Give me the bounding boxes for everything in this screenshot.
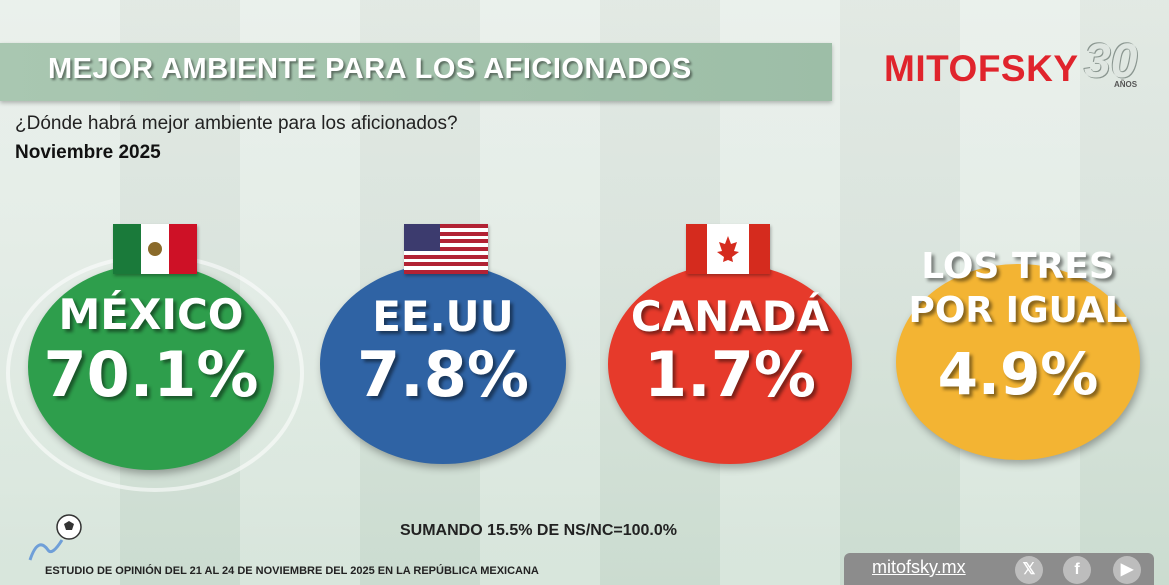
canada-label: CANADÁ: [630, 292, 830, 341]
facebook-icon[interactable]: f: [1063, 556, 1091, 584]
title-band: [0, 43, 832, 101]
youtube-icon[interactable]: ▶: [1113, 556, 1141, 584]
mexico-bubble: MÉXICO 70.1%: [28, 264, 274, 470]
canada-flag-icon: [686, 224, 770, 274]
all-three-bubble: [896, 264, 1140, 460]
all-three-label-line2: POR IGUAL: [908, 290, 1128, 331]
canada-bubble: CANADÁ 1.7%: [608, 264, 852, 464]
survey-question: ¿Dónde habrá mejor ambiente para los afi…: [15, 113, 458, 134]
all-three-label-line1: LOS TRES: [921, 246, 1115, 287]
mexico-label: MÉXICO: [58, 290, 244, 339]
mexico-flag-icon: [113, 224, 197, 274]
logo-wordmark: MITOFSKY: [884, 48, 1079, 89]
social-bar: [844, 553, 1154, 585]
x-icon[interactable]: 𝕏: [1015, 556, 1043, 584]
usa-value: 7.8%: [357, 338, 529, 411]
swoosh-decoration: [28, 539, 64, 561]
all-three-value: 4.9%: [937, 340, 1099, 408]
usa-label: EE.UU: [372, 292, 514, 341]
survey-date: Noviembre 2025: [15, 142, 161, 163]
canada-value: 1.7%: [644, 338, 816, 411]
usa-bubble: EE.UU 7.8%: [320, 264, 566, 464]
soccer-ball-icon: [56, 514, 82, 540]
mexico-value: 70.1%: [43, 338, 259, 411]
logo-anniversary: 30: [1084, 35, 1138, 88]
logo-anniversary-suffix: AÑOS: [1114, 80, 1138, 89]
nsnc-note: SUMANDO 15.5% DE NS/NC=100.0%: [400, 522, 677, 539]
study-note: ESTUDIO DE OPINIÓN DEL 21 AL 24 DE NOVIE…: [45, 565, 539, 577]
page-title: MEJOR AMBIENTE PARA LOS AFICIONADOS: [48, 53, 692, 85]
usa-flag-icon: [404, 224, 488, 274]
website-link[interactable]: mitofsky.mx: [872, 557, 966, 577]
mitofsky-logo: MITOFSKY 30 AÑOS: [884, 35, 1154, 100]
